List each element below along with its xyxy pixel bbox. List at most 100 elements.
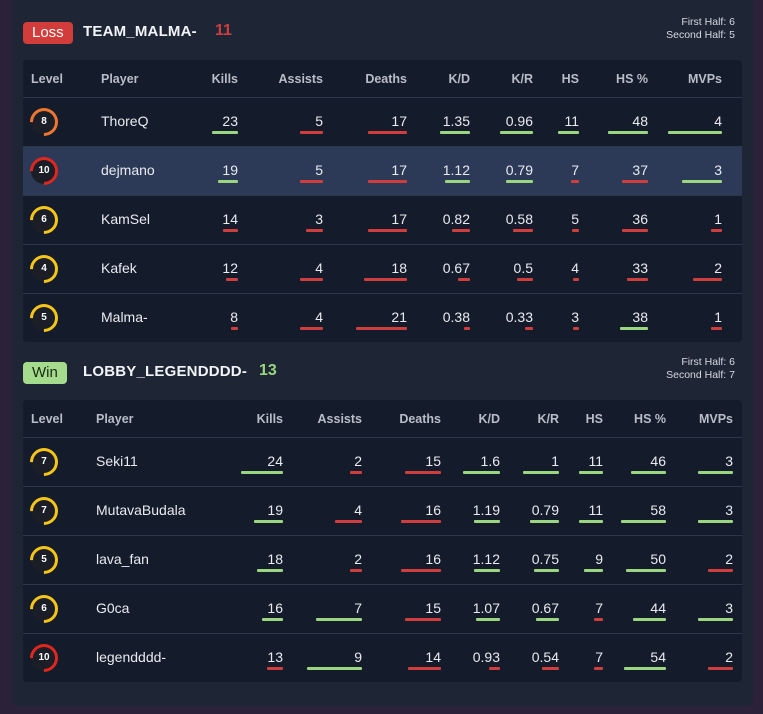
stat-bar-kills: [223, 229, 238, 232]
player-name[interactable]: Malma-: [101, 309, 148, 325]
table-row[interactable]: 7 Seki11 24 2 15 1.6 1 11 46 3: [23, 438, 742, 487]
team-header: Win LOBBY_LEGENDDDD- 13 First Half: 6 Second…: [23, 356, 743, 388]
stat-assists: 4: [315, 260, 323, 276]
table-row[interactable]: 4 Kafek 12 4 18 0.67 0.5 4 33 2: [23, 245, 742, 294]
stat-kd-ratio: 0.82: [442, 211, 470, 227]
stat-bar-headshots: [579, 471, 603, 474]
stat-headshots: 4: [571, 260, 579, 276]
stat-bar-headshots: [594, 618, 603, 621]
column-header-level[interactable]: Level: [31, 412, 63, 426]
stat-bar-kd-ratio: [489, 667, 500, 670]
column-header-kills[interactable]: Kills: [256, 412, 283, 426]
player-name[interactable]: lava_fan: [96, 551, 149, 567]
stat-kd-ratio: 1.19: [472, 502, 500, 518]
stat-kr-ratio: 0.5: [513, 260, 533, 276]
team-score: 11: [215, 22, 232, 39]
player-name[interactable]: Kafek: [101, 260, 137, 276]
stat-bar-assists: [300, 180, 323, 183]
stat-bar-headshots: [594, 667, 603, 670]
stat-bar-deaths: [368, 229, 407, 232]
column-header-mvps[interactable]: MVPs: [698, 412, 733, 426]
column-header-kills[interactable]: Kills: [211, 72, 238, 86]
player-name[interactable]: ThoreQ: [101, 113, 149, 129]
stat-bar-headshot-percent: [608, 131, 648, 134]
result-badge: Loss: [23, 22, 73, 44]
stat-bar-kr-ratio: [525, 327, 533, 330]
column-header-deaths[interactable]: Deaths: [399, 412, 441, 426]
stat-kills: 18: [267, 551, 283, 567]
half-scores: First Half: 6 Second Half: 7: [666, 356, 735, 382]
stat-bar-assists: [350, 471, 362, 474]
stat-kills: 13: [267, 649, 283, 665]
stat-bar-kills: [262, 618, 283, 621]
stat-mvps: 3: [725, 502, 733, 518]
table-row[interactable]: 7 MutavaBudala 19 4 16 1.19 0.79 11 58 3: [23, 487, 742, 536]
column-header-level[interactable]: Level: [31, 72, 63, 86]
column-header-headshots[interactable]: HS: [561, 72, 579, 86]
stat-bar-mvps: [708, 569, 733, 572]
stat-bar-headshots: [573, 327, 579, 330]
stat-headshot-percent: 50: [650, 551, 666, 567]
player-name[interactable]: dejmano: [101, 162, 155, 178]
column-header-assists[interactable]: Assists: [317, 412, 362, 426]
column-header-kr-ratio[interactable]: K/R: [537, 412, 559, 426]
stat-kills: 19: [222, 162, 238, 178]
stat-bar-kd-ratio: [464, 327, 470, 330]
stat-bar-mvps: [711, 327, 722, 330]
stat-headshots: 9: [595, 551, 603, 567]
stat-bar-assists: [300, 278, 323, 281]
stat-bar-mvps: [693, 278, 722, 281]
column-header-assists[interactable]: Assists: [278, 72, 323, 86]
stat-bar-mvps: [698, 471, 733, 474]
stat-headshot-percent: 48: [632, 113, 648, 129]
stat-kr-ratio: 0.75: [531, 551, 559, 567]
stat-bar-headshot-percent: [621, 520, 666, 523]
stat-kills: 8: [230, 309, 238, 325]
stat-bar-headshots: [572, 229, 579, 232]
stat-bar-assists: [307, 667, 362, 670]
table-row[interactable]: 5 lava_fan 18 2 16 1.12 0.75 9 50 2: [23, 536, 742, 585]
column-header-kd-ratio[interactable]: K/D: [448, 72, 470, 86]
column-header-kd-ratio[interactable]: K/D: [478, 412, 500, 426]
stat-headshots: 11: [588, 502, 603, 518]
table-row[interactable]: 10 legendddd- 13 9 14 0.93 0.54 7 54 2: [23, 634, 742, 682]
stat-bar-kd-ratio: [463, 471, 500, 474]
table-row[interactable]: 5 Malma- 8 4 21 0.38 0.33 3 38 1: [23, 294, 742, 342]
skill-level-badge: 7: [31, 449, 57, 475]
stat-assists: 9: [354, 649, 362, 665]
stat-headshot-percent: 33: [632, 260, 648, 276]
table-row[interactable]: 6 KamSel 14 3 17 0.82 0.58 5 36 1: [23, 196, 742, 245]
stat-kd-ratio: 1.12: [472, 551, 500, 567]
player-name[interactable]: legendddd-: [96, 649, 167, 665]
stat-bar-kr-ratio: [517, 278, 533, 281]
column-header-player[interactable]: Player: [96, 412, 134, 426]
column-header-deaths[interactable]: Deaths: [365, 72, 407, 86]
table-row[interactable]: 8 ThoreQ 23 5 17 1.35 0.96 11 48 4: [23, 98, 742, 147]
table-row[interactable]: 10 dejmano 19 5 17 1.12 0.79 7 37 3: [23, 147, 742, 196]
player-name[interactable]: MutavaBudala: [96, 502, 186, 518]
column-header-headshot-percent[interactable]: HS %: [616, 72, 648, 86]
table-row[interactable]: 6 G0ca 16 7 15 1.07 0.67 7 44 3: [23, 585, 742, 634]
column-header-headshot-percent[interactable]: HS %: [634, 412, 666, 426]
player-name[interactable]: Seki11: [96, 453, 138, 469]
player-name[interactable]: G0ca: [96, 600, 130, 616]
player-name[interactable]: KamSel: [101, 211, 151, 227]
stat-kills: 16: [267, 600, 283, 616]
stat-kr-ratio: 0.79: [531, 502, 559, 518]
stat-assists: 4: [354, 502, 362, 518]
stat-bar-deaths: [368, 131, 407, 134]
column-header-kr-ratio[interactable]: K/R: [511, 72, 533, 86]
skill-level-badge: 10: [31, 645, 57, 671]
stat-mvps: 2: [725, 551, 733, 567]
column-header-mvps[interactable]: MVPs: [687, 72, 722, 86]
stat-headshots: 11: [564, 113, 579, 129]
stat-bar-headshots: [573, 278, 579, 281]
stat-bar-kills: [218, 180, 238, 183]
result-badge: Win: [23, 362, 67, 384]
column-header-headshots[interactable]: HS: [585, 412, 603, 426]
stat-kd-ratio: 0.67: [442, 260, 470, 276]
column-header-player[interactable]: Player: [101, 72, 139, 86]
stat-deaths: 14: [425, 649, 441, 665]
skill-level-badge: 6: [31, 596, 57, 622]
stat-deaths: 17: [391, 162, 407, 178]
